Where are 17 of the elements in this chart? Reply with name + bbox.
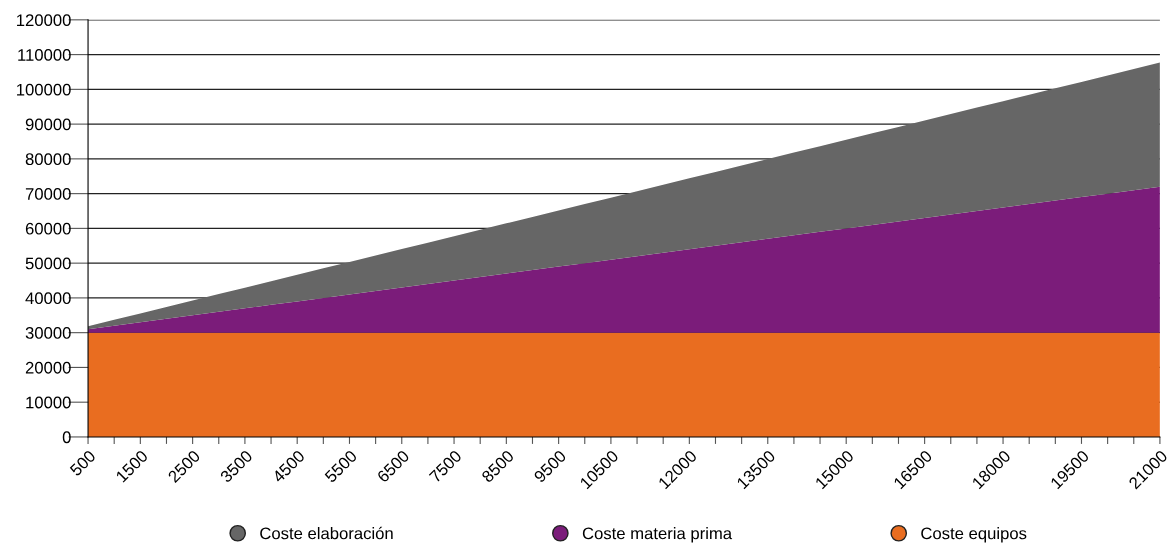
x-tick-label: 500 bbox=[69, 449, 97, 477]
y-tick-label: 20000 bbox=[25, 361, 71, 374]
y-tick-label: 100000 bbox=[17, 83, 71, 96]
legend-label: Coste elaboración bbox=[260, 526, 393, 540]
legend-label: Coste materia prima bbox=[582, 527, 733, 543]
y-tick-label: 0 bbox=[62, 431, 71, 444]
y-tick-label: 80000 bbox=[25, 153, 71, 166]
y-tick-label: 40000 bbox=[25, 292, 71, 305]
y-tick-label: 30000 bbox=[25, 327, 71, 339]
legend-label: Coste equipos bbox=[921, 527, 1027, 543]
y-tick-label: 120000 bbox=[17, 14, 71, 27]
y-tick-label: 110000 bbox=[18, 49, 71, 61]
y-tick-label: 90000 bbox=[25, 118, 71, 131]
y-tick-label: 60000 bbox=[25, 222, 71, 235]
y-tick-label: 10000 bbox=[26, 396, 71, 409]
y-tick-label: 50000 bbox=[25, 257, 71, 270]
y-tick-label: 70000 bbox=[25, 188, 71, 200]
